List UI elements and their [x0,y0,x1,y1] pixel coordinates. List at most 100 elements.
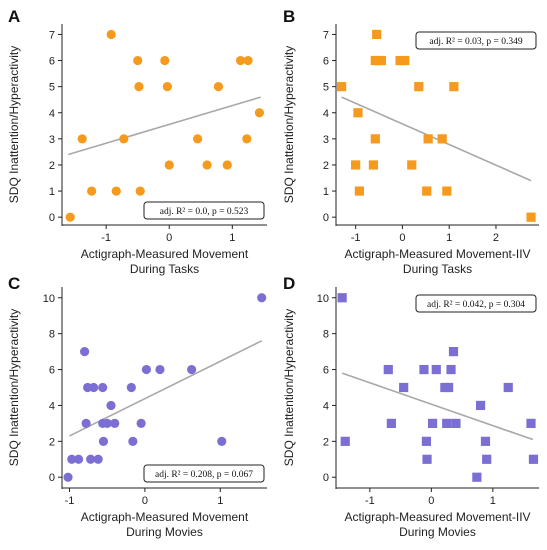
data-point [368,160,379,170]
data-point [98,382,108,393]
stats-annotation-box [143,464,265,483]
data-point [164,160,174,170]
data-point [337,82,347,92]
data-point [133,55,143,66]
data-point [98,436,109,446]
data-point [254,108,265,118]
data-point [106,29,116,40]
data-point [80,347,90,357]
y-axis-label: SDQ Inattention/Hyperactivity [7,309,21,466]
data-point [353,108,363,118]
stats-annotation: adj. R² = 0.0, p = 0.523 [160,207,249,217]
x-axis-label: Actigraph-Measured Movement-IIV [344,510,530,524]
data-point [102,418,112,428]
data-point [202,160,212,170]
x-axis-label-line2: During Tasks [130,262,199,276]
data-point [482,454,492,464]
y-tick-label: 3 [323,134,329,146]
x-tick-label: 0 [399,232,405,244]
x-tick-label: 0 [166,232,172,244]
data-point [106,400,116,411]
data-point [395,55,405,66]
y-tick-label: 1 [323,186,329,198]
y-tick-label: 4 [49,400,55,412]
y-axis-label: SDQ Inattention/Hyperactivity [282,46,296,203]
data-point [81,418,91,428]
y-tick-label: 0 [49,472,55,484]
data-point [437,134,447,144]
stats-annotation-box [143,201,265,220]
y-tick-label: 10 [43,293,55,305]
y-tick-label: 2 [49,160,55,172]
y-tick-label: 6 [323,365,329,377]
y-tick-label: 7 [49,29,55,41]
data-point [449,82,459,92]
data-point [162,82,172,92]
data-point [475,400,486,411]
data-point [386,418,396,428]
regression-line [341,96,532,182]
y-tick-label: 6 [49,365,55,377]
data-point [472,472,482,482]
data-point [111,186,121,196]
y-tick-label: 0 [49,212,55,224]
data-point [63,472,73,482]
data-point [134,82,144,92]
data-point [446,364,456,375]
y-tick-label: 2 [323,436,329,448]
panel-letter: A [8,7,20,26]
data-point [414,82,424,92]
y-tick-label: 6 [323,56,329,68]
data-point [77,134,87,144]
y-tick-label: 7 [323,29,329,41]
panel-c: C 0 2 4 6 8 10 -1 0 1 Actigraph-Measured MovementD… [7,274,267,539]
data-point [419,364,429,375]
data-point [126,382,136,393]
data-point [187,364,197,375]
y-tick-label: 0 [323,472,329,484]
y-tick-label: 0 [323,212,329,224]
data-point [421,436,432,446]
data-point [257,293,267,303]
y-tick-label: 5 [49,82,55,94]
data-point [526,418,536,428]
y-tick-label: 2 [49,436,55,448]
y-tick-label: 10 [317,293,329,305]
data-point [422,186,432,196]
y-axis-label: SDQ Inattention/Hyperactivity [282,309,296,466]
x-tick-label: 1 [229,232,235,244]
y-tick-label: 6 [49,56,55,68]
data-point [235,55,246,66]
data-point [451,418,461,428]
data-point [86,454,96,464]
panel-b: B 0 1 2 3 4 5 6 7 -1 0 1 2 Actigraph-Measured Movemen… [282,7,539,276]
panel-letter: B [283,7,295,26]
stats-annotation: adj. R² = 0.03, p = 0.349 [429,37,523,47]
data-point [372,29,382,40]
panel-letter: D [283,274,295,293]
data-point [213,82,224,92]
stats-annotation: adj. R² = 0.042, p = 0.304 [427,300,525,310]
data-point [340,436,350,446]
x-tick-label: 0 [428,495,434,507]
data-point [119,134,129,144]
x-tick-label: -1 [101,232,111,244]
data-point [65,212,75,222]
data-point [399,382,409,393]
data-point [243,55,253,66]
x-tick-label: 1 [217,495,223,507]
data-point [427,418,438,428]
data-point [136,418,146,428]
data-point [87,186,97,196]
data-point [528,454,539,464]
data-point [431,364,441,375]
panel-letter: C [8,274,20,293]
x-axis-label-line2: During Movies [399,525,476,539]
data-point [128,436,138,446]
x-tick-label: -1 [365,495,375,507]
x-tick-label: 1 [490,495,496,507]
data-point [443,382,454,393]
x-tick-label: 2 [493,232,499,244]
data-point [442,186,452,196]
stats-annotation: adj. R² = 0.208, p = 0.067 [155,470,253,480]
